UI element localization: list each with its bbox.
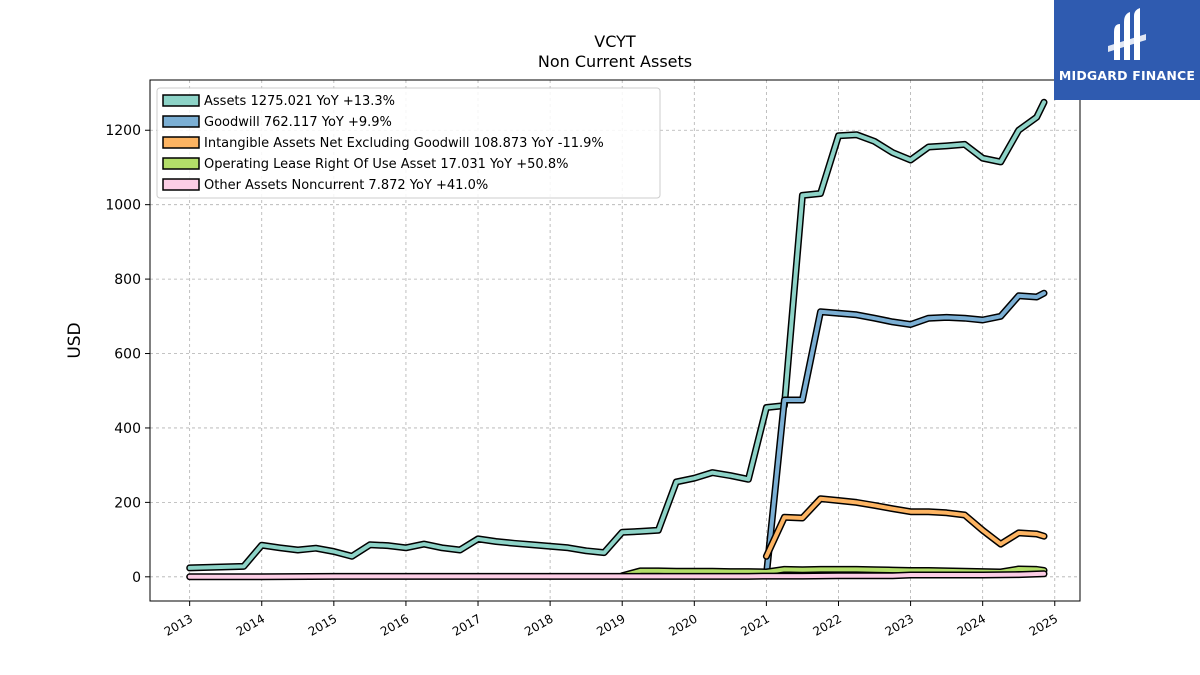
series-line bbox=[764, 291, 1046, 577]
x-tick-label: 2019 bbox=[594, 611, 627, 638]
y-tick-label: 200 bbox=[114, 495, 141, 511]
midgard-logo-icon bbox=[1108, 8, 1146, 60]
brand-logo: MIDGARD FINANCE bbox=[1054, 0, 1200, 100]
legend-entry: Intangible Assets Net Excluding Goodwill… bbox=[204, 136, 604, 151]
legend-entry: Assets 1275.021 YoY +13.3% bbox=[204, 94, 395, 109]
x-tick-label: 2018 bbox=[522, 611, 555, 638]
brand-name: MIDGARD FINANCE bbox=[1058, 68, 1196, 83]
x-tick-label: 2022 bbox=[811, 611, 844, 638]
y-axis-label: USD bbox=[65, 322, 85, 358]
legend-entry: Other Assets Noncurrent 7.872 YoY +41.0% bbox=[204, 178, 488, 193]
x-tick-label: 2014 bbox=[234, 611, 267, 638]
y-tick-label: 1000 bbox=[105, 198, 141, 214]
legend-entry: Operating Lease Right Of Use Asset 17.03… bbox=[204, 157, 568, 172]
x-tick-label: 2015 bbox=[306, 611, 339, 638]
chart-title: VCYT bbox=[594, 32, 636, 51]
legend-entry: Goodwill 762.117 YoY +9.9% bbox=[204, 115, 392, 130]
x-tick-label: 2024 bbox=[955, 611, 988, 638]
y-tick-label: 800 bbox=[114, 272, 141, 288]
x-tick-label: 2025 bbox=[1027, 611, 1060, 638]
x-tick-label: 2016 bbox=[378, 611, 411, 638]
series-line-outline bbox=[762, 289, 1048, 579]
legend-swatch bbox=[162, 178, 200, 191]
legend bbox=[156, 87, 661, 199]
chart-subtitle: Non Current Assets bbox=[537, 52, 693, 71]
y-tick-label: 0 bbox=[132, 570, 141, 586]
series-line bbox=[764, 496, 1046, 559]
y-tick-label: 1200 bbox=[105, 123, 141, 139]
legend-swatch bbox=[162, 115, 200, 128]
x-tick-label: 2021 bbox=[738, 611, 771, 638]
legend-swatch bbox=[162, 94, 200, 107]
plot-frame bbox=[149, 79, 1081, 602]
legend-swatch bbox=[162, 136, 200, 149]
y-tick-label: 600 bbox=[114, 347, 141, 363]
x-tick-label: 2013 bbox=[162, 611, 195, 638]
x-tick-label: 2023 bbox=[883, 611, 916, 638]
series-line-outline bbox=[762, 495, 1048, 560]
series-line bbox=[187, 571, 1046, 579]
y-tick-label: 400 bbox=[114, 421, 141, 437]
x-tick-label: 2020 bbox=[666, 611, 699, 638]
series-line bbox=[187, 100, 1046, 570]
legend-swatch bbox=[162, 157, 200, 170]
x-tick-label: 2017 bbox=[450, 611, 483, 638]
